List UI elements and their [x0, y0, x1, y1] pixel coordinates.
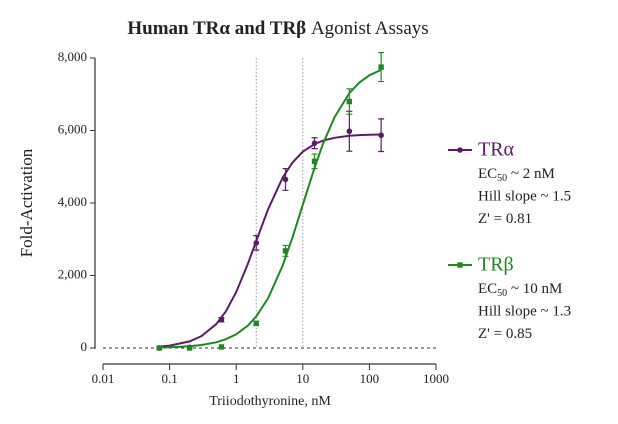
- y-tick-label: 4,000: [58, 194, 87, 209]
- note-part: ~ 2 nM: [507, 166, 555, 182]
- legend-marker: [457, 262, 463, 268]
- fit-curve: [159, 68, 382, 349]
- note-part: ~ 10 nM: [507, 281, 562, 297]
- x-axis-title: Triiodothyronine, nM: [209, 394, 331, 409]
- legend-note: Z' = 0.81: [478, 211, 532, 227]
- data-point: [218, 344, 225, 350]
- title-bold: Human TRα and TRβ: [127, 18, 306, 39]
- data-point: [253, 240, 260, 246]
- legend-label: TRα: [478, 139, 515, 161]
- legend-note: EC50 ~ 2 nM: [478, 166, 555, 184]
- data-point: [253, 320, 259, 327]
- legend-note: Hill slope ~ 1.3: [478, 304, 571, 320]
- x-tick-label: 100: [360, 371, 380, 386]
- legend-note: Hill slope ~ 1.5: [478, 189, 571, 205]
- legend-label: TRβ: [478, 254, 514, 276]
- y-tick-label: 2,000: [58, 266, 87, 281]
- title-rest: Agonist Assays: [311, 18, 429, 39]
- fit-curve: [159, 133, 382, 348]
- chart-title: Human TRα and TRβ Agonist Assays: [127, 18, 428, 39]
- note-part: EC: [478, 281, 497, 297]
- y-tick-label: 0: [81, 339, 88, 354]
- data-point: [218, 316, 225, 323]
- note-part: Z' = 0.85: [478, 326, 532, 342]
- x-tick-label: 1000: [423, 371, 449, 386]
- note-part: 50: [497, 288, 507, 299]
- note-part: EC: [478, 166, 497, 182]
- data-point: [346, 98, 353, 105]
- legend-note: EC50 ~ 10 nM: [478, 281, 562, 299]
- x-tick-label: 10: [296, 371, 309, 386]
- data-point: [282, 176, 289, 183]
- legend-note: Z' = 0.85: [478, 326, 532, 342]
- data-point: [346, 128, 353, 135]
- data-point: [156, 345, 162, 351]
- note-part: Z' = 0.81: [478, 211, 532, 227]
- data-point: [378, 132, 384, 139]
- y-axis-title: Fold-Activation: [17, 148, 36, 257]
- data-point: [282, 248, 289, 254]
- note-part: Hill slope ~ 1.3: [478, 304, 571, 320]
- note-part: 50: [497, 173, 507, 184]
- legend-marker: [457, 147, 463, 153]
- x-tick-label: 0.01: [92, 371, 115, 386]
- data-point: [311, 140, 318, 146]
- data-point: [311, 158, 318, 165]
- y-tick-label: 6,000: [58, 121, 87, 136]
- data-point: [378, 64, 384, 70]
- data-point: [186, 345, 193, 351]
- y-tick-label: 8,000: [58, 49, 87, 64]
- note-part: Hill slope ~ 1.5: [478, 189, 571, 205]
- x-tick-label: 1: [233, 371, 240, 386]
- x-tick-label: 0.1: [161, 371, 177, 386]
